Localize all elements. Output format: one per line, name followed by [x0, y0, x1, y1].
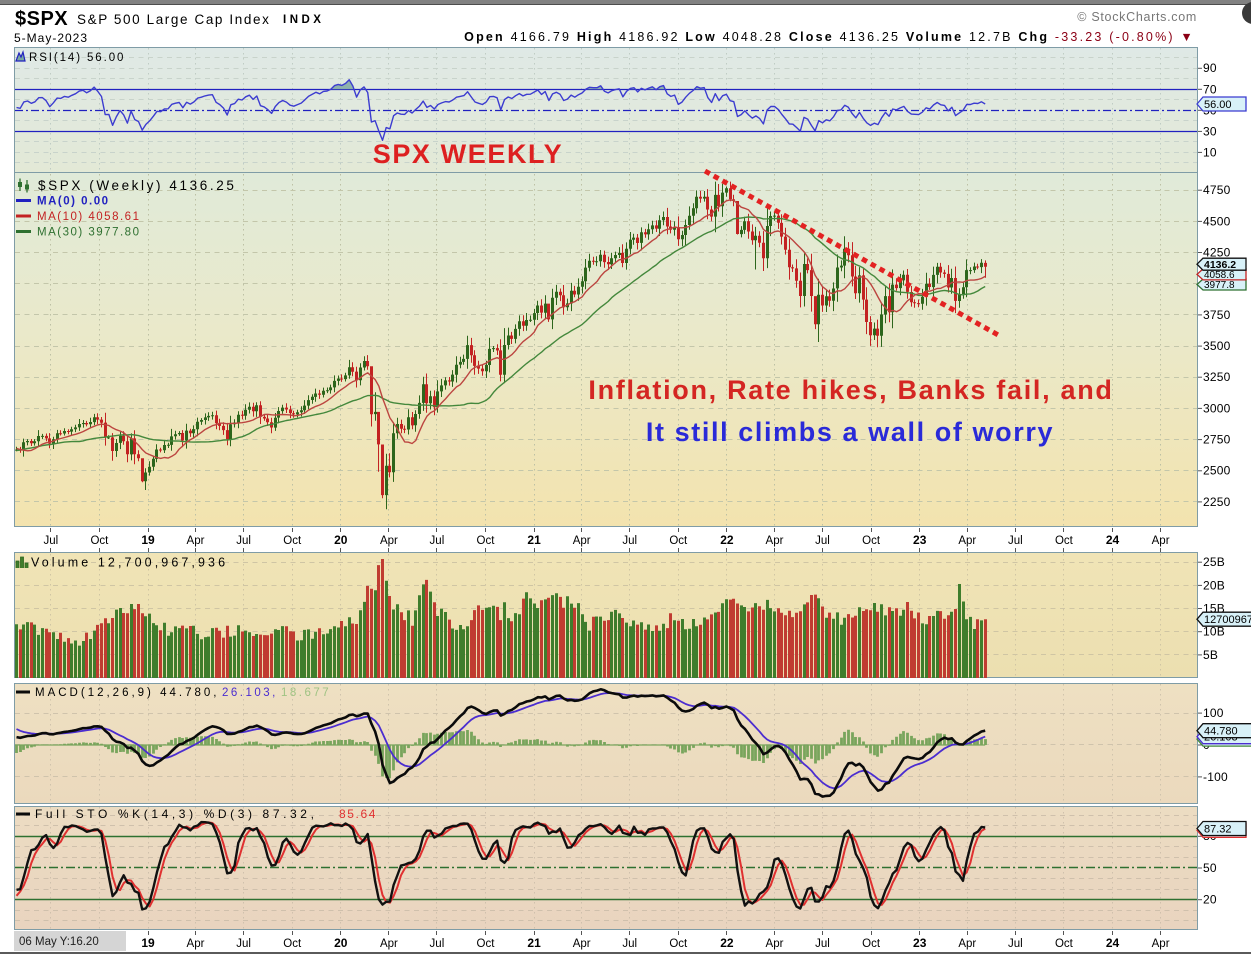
svg-text:-100: -100 — [1203, 770, 1228, 784]
svg-text:24: 24 — [1106, 533, 1120, 547]
svg-text:MA(10) 4058.61: MA(10) 4058.61 — [37, 211, 140, 223]
svg-text:Oct: Oct — [283, 535, 302, 547]
svg-text:2750: 2750 — [1203, 433, 1231, 447]
svg-text:22: 22 — [720, 936, 734, 950]
svg-text:20: 20 — [334, 533, 348, 547]
svg-text:Oct: Oct — [477, 535, 496, 547]
svg-text:Apr: Apr — [380, 938, 398, 950]
svg-text:30: 30 — [1203, 124, 1217, 138]
svg-text:3977.8: 3977.8 — [1204, 280, 1235, 291]
svg-text:87.32: 87.32 — [1204, 824, 1232, 836]
svg-text:$SPX (Weekly) 4136.25: $SPX (Weekly) 4136.25 — [38, 178, 236, 193]
svg-text:Volume 12,700,967,936: Volume 12,700,967,936 — [31, 556, 228, 570]
svg-text:1270096793: 1270096793 — [1204, 614, 1251, 626]
svg-text:20: 20 — [1203, 893, 1217, 907]
svg-text:4136.2: 4136.2 — [1204, 259, 1236, 271]
svg-text:It still climbs a wall of worr: It still climbs a wall of worry — [646, 417, 1054, 447]
svg-text:18.677: 18.677 — [281, 687, 331, 699]
svg-text:Apr: Apr — [766, 938, 784, 950]
svg-text:3750: 3750 — [1203, 308, 1231, 322]
svg-text:21: 21 — [527, 533, 541, 547]
svg-text:4058.6: 4058.6 — [1204, 270, 1235, 281]
svg-text:Oct: Oct — [669, 535, 688, 547]
svg-text:Apr: Apr — [958, 938, 976, 950]
svg-text:Apr: Apr — [766, 535, 784, 547]
svg-text:56.00: 56.00 — [1204, 99, 1232, 111]
svg-text:Apr: Apr — [573, 938, 591, 950]
svg-text:21: 21 — [527, 936, 541, 950]
svg-text:Jul: Jul — [43, 535, 58, 547]
svg-text:4500: 4500 — [1203, 214, 1231, 228]
svg-text:19: 19 — [141, 533, 155, 547]
svg-text:Jul: Jul — [1008, 938, 1023, 950]
svg-text:SPX WEEKLY: SPX WEEKLY — [373, 139, 564, 169]
svg-text:3250: 3250 — [1203, 370, 1231, 384]
svg-text:Jul: Jul — [1008, 535, 1023, 547]
svg-text:26.103,: 26.103, — [222, 687, 278, 699]
svg-text:70: 70 — [1203, 82, 1217, 96]
svg-text:Jul: Jul — [815, 535, 830, 547]
svg-text:23: 23 — [913, 936, 927, 950]
svg-text:22: 22 — [720, 533, 734, 547]
svg-text:4750: 4750 — [1203, 183, 1231, 197]
svg-text:Jul: Jul — [622, 535, 637, 547]
svg-text:3500: 3500 — [1203, 339, 1231, 353]
svg-text:Apr: Apr — [187, 938, 205, 950]
svg-text:Jul: Jul — [430, 535, 445, 547]
svg-text:Inflation, Rate hikes, Banks f: Inflation, Rate hikes, Banks fail, and — [588, 375, 1113, 405]
svg-text:Oct: Oct — [669, 938, 688, 950]
svg-text:2500: 2500 — [1203, 464, 1231, 478]
svg-text:50: 50 — [1203, 861, 1217, 875]
svg-text:10B: 10B — [1203, 625, 1225, 639]
svg-text:Oct: Oct — [1055, 535, 1074, 547]
svg-text:Apr: Apr — [1152, 535, 1170, 547]
svg-text:Jul: Jul — [430, 938, 445, 950]
svg-text:MA(30) 3977.80: MA(30) 3977.80 — [37, 227, 140, 239]
svg-text:Oct: Oct — [1055, 938, 1074, 950]
svg-text:10: 10 — [1203, 145, 1217, 159]
svg-text:MA(0) 0.00: MA(0) 0.00 — [37, 196, 110, 208]
svg-text:100: 100 — [1203, 706, 1224, 720]
svg-text:Full STO %K(14,3) %D(3) 87.32,: Full STO %K(14,3) %D(3) 87.32, — [35, 807, 318, 821]
svg-text:Jul: Jul — [236, 535, 251, 547]
svg-text:44.780: 44.780 — [1204, 726, 1238, 738]
svg-text:MACD(12,26,9) 44.780,: MACD(12,26,9) 44.780, — [35, 687, 219, 699]
svg-text:Apr: Apr — [573, 535, 591, 547]
svg-text:Oct: Oct — [477, 938, 496, 950]
svg-text:Oct: Oct — [283, 938, 302, 950]
svg-text:Apr: Apr — [380, 535, 398, 547]
svg-text:90: 90 — [1203, 61, 1217, 75]
svg-text:Oct: Oct — [862, 938, 881, 950]
svg-text:06 May Y:16.20: 06 May Y:16.20 — [19, 936, 99, 948]
svg-text:RSI(14) 56.00: RSI(14) 56.00 — [29, 52, 125, 64]
svg-text:Jul: Jul — [815, 938, 830, 950]
svg-text:25B: 25B — [1203, 555, 1225, 569]
svg-text:2250: 2250 — [1203, 495, 1231, 509]
svg-text:4250: 4250 — [1203, 246, 1231, 260]
svg-text:Oct: Oct — [90, 535, 109, 547]
svg-text:24: 24 — [1106, 936, 1120, 950]
svg-text:Apr: Apr — [187, 535, 205, 547]
svg-text:Apr: Apr — [1152, 938, 1170, 950]
svg-text:19: 19 — [141, 936, 155, 950]
svg-text:Jul: Jul — [622, 938, 637, 950]
svg-text:20: 20 — [334, 936, 348, 950]
svg-text:3000: 3000 — [1203, 401, 1231, 415]
svg-text:Jul: Jul — [236, 938, 251, 950]
svg-text:Oct: Oct — [862, 535, 881, 547]
svg-text:20B: 20B — [1203, 578, 1225, 592]
svg-text:23: 23 — [913, 533, 927, 547]
svg-text:85.64: 85.64 — [339, 807, 377, 821]
svg-text:Apr: Apr — [958, 535, 976, 547]
svg-text:5B: 5B — [1203, 648, 1218, 662]
